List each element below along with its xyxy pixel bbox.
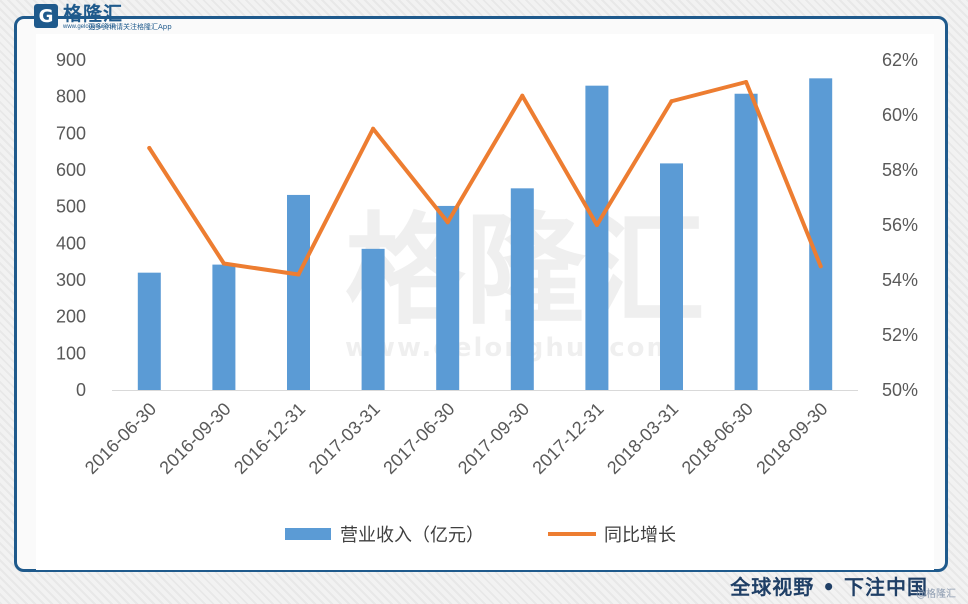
y-left-tick-label: 300 (56, 270, 86, 290)
revenue-bar (734, 93, 758, 390)
y-left-tick-label: 900 (56, 50, 86, 70)
watermark-url: www.gelonghui.com (345, 333, 676, 363)
x-tick-label: 2017-06-30 (379, 399, 458, 478)
chart-panel (36, 34, 934, 570)
y-right-tick-label: 52% (882, 325, 918, 345)
legend-line-label: 同比增长 (604, 525, 676, 546)
y-left-tick-label: 400 (56, 233, 86, 253)
growth-point (221, 261, 226, 266)
y-left-tick-label: 0 (76, 380, 86, 400)
revenue-bar (510, 188, 534, 390)
growth-point (669, 99, 674, 104)
x-tick-label: 2017-12-31 (528, 399, 607, 478)
revenue-bar (809, 78, 833, 390)
revenue-bar (660, 163, 683, 390)
y-right-tick-label: 60% (882, 105, 918, 125)
growth-point (371, 126, 376, 131)
y-left-tick-label: 100 (56, 343, 86, 363)
logo-mark-icon: G (34, 4, 58, 28)
y-right-tick-label: 50% (882, 380, 918, 400)
revenue-bar (212, 264, 236, 390)
growth-point (594, 223, 599, 227)
x-tick-label: 2018-06-30 (678, 399, 757, 478)
logo-slogan: 更多资讯请关注格隆汇App (88, 23, 172, 31)
brand-logo: G 格隆汇 www.gelonghui.com (34, 4, 123, 36)
x-tick-label: 2017-03-31 (305, 399, 384, 478)
y-left-tick-label: 700 (56, 123, 86, 143)
left-axis: 0 100 200 300 400 500 600 700 800 900 (56, 50, 86, 400)
right-axis: 50% 52% 54% 56% 58% 60% 62% (882, 50, 918, 400)
growth-point (445, 220, 450, 225)
x-tick-label: 2017-09-30 (454, 399, 533, 478)
line-series (147, 80, 823, 277)
growth-point (520, 93, 525, 98)
growth-point (147, 146, 152, 150)
y-right-tick-label: 56% (882, 215, 918, 235)
bar-series (137, 78, 833, 391)
legend: 营业收入（亿元） 同比增长 (285, 525, 676, 546)
revenue-bar (436, 205, 460, 390)
y-right-tick-label: 58% (882, 160, 918, 180)
legend-bar-label: 营业收入（亿元） (340, 525, 484, 546)
x-tick-label: 2016-12-31 (230, 399, 309, 478)
y-right-tick-label: 54% (882, 270, 918, 290)
x-tick-label: 2018-03-31 (603, 399, 682, 478)
revenue-bar (585, 85, 609, 391)
growth-point (744, 80, 749, 84)
growth-point (296, 272, 301, 277)
y-left-tick-label: 800 (56, 87, 86, 107)
legend-bar-swatch (285, 528, 331, 540)
logo-url: www.gelonghui.com (63, 24, 117, 30)
y-left-tick-label: 600 (56, 160, 86, 180)
y-left-tick-label: 500 (56, 197, 86, 217)
x-axis: 2016-06-302016-09-302016-12-312017-03-31… (81, 390, 858, 478)
y-right-tick-label: 62% (882, 50, 918, 70)
x-tick-label: 2016-06-30 (81, 399, 160, 478)
y-left-tick-label: 200 (56, 307, 86, 327)
revenue-bar (287, 194, 310, 390)
footer-slogan: 全球视野 • 下注中国 (730, 575, 928, 599)
x-tick-label: 2018-09-30 (752, 399, 831, 478)
revenue-bar (137, 272, 161, 390)
logo-name: 格隆汇 (63, 3, 124, 25)
revenue-bar (361, 248, 385, 390)
growth-point (818, 264, 823, 269)
x-tick-label: 2016-09-30 (155, 399, 234, 478)
corner-watermark: @格隆汇 (916, 589, 956, 600)
growth-line (147, 80, 823, 277)
